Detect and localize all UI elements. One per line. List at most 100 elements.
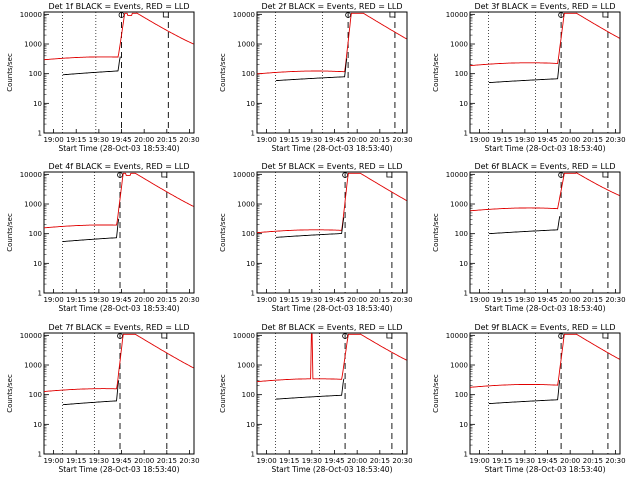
panel-title: Det 5f BLACK = Events, RED = LLD xyxy=(261,162,402,171)
marker-bracket xyxy=(161,333,167,339)
x-tick-label: 19:30 xyxy=(515,296,535,304)
lld-series-line xyxy=(256,172,407,234)
y-axis-label: Counts/sec xyxy=(432,53,440,92)
y-tick-label: 1 xyxy=(464,130,468,138)
panel-title: Det 1f BLACK = Events, RED = LLD xyxy=(48,2,189,11)
x-tick-label: 19:00 xyxy=(469,457,489,465)
x-tick-label: 19:15 xyxy=(492,296,512,304)
x-tick-label: 19:45 xyxy=(111,296,131,304)
x-tick-label: 19:00 xyxy=(256,136,276,144)
plot-frame xyxy=(43,11,195,134)
x-tick-label: 20:00 xyxy=(134,457,154,465)
marker-circle xyxy=(345,12,352,18)
y-tick-label: 100 xyxy=(29,230,42,238)
x-tick-label: 19:45 xyxy=(324,136,344,144)
events-series-line xyxy=(275,217,345,238)
y-tick-label: 1000 xyxy=(450,41,468,49)
x-axis-label: Start Time (28-Oct-03 18:53:40) xyxy=(271,304,392,313)
marker-bracket xyxy=(161,172,167,178)
y-tick-label: 10000 xyxy=(20,332,42,340)
x-tick-label: 19:15 xyxy=(492,136,512,144)
x-tick-label: 20:15 xyxy=(157,296,177,304)
y-axis-label: Counts/sec xyxy=(432,213,440,252)
x-axis-label: Start Time (28-Oct-03 18:53:40) xyxy=(271,465,392,474)
y-tick-label: 1000 xyxy=(237,201,255,209)
y-tick-label: 1000 xyxy=(450,201,468,209)
x-axis-label: Start Time (28-Oct-03 18:53:40) xyxy=(58,144,179,153)
x-tick-label: 20:30 xyxy=(179,457,199,465)
y-tick-label: 10 xyxy=(459,260,468,268)
y-tick-label: 1000 xyxy=(24,41,42,49)
y-tick-label: 1000 xyxy=(24,362,42,370)
lld-series-line xyxy=(470,172,620,212)
x-tick-label: 20:30 xyxy=(392,457,412,465)
y-tick-label: 100 xyxy=(242,70,255,78)
lld-series-line xyxy=(256,12,407,75)
y-tick-label: 10000 xyxy=(233,11,255,19)
marker-bracket xyxy=(162,12,169,18)
x-tick-label: 20:15 xyxy=(370,136,390,144)
y-tick-label: 10000 xyxy=(446,11,468,19)
y-axis-label: Counts/sec xyxy=(6,213,14,252)
marker-bracket xyxy=(602,172,608,178)
x-tick-label: 19:15 xyxy=(279,457,299,465)
y-axis-label: Counts/sec xyxy=(6,53,14,92)
x-tick-label: 19:30 xyxy=(515,457,535,465)
y-tick-label: 10 xyxy=(246,100,255,108)
x-tick-label: 20:00 xyxy=(347,457,367,465)
x-tick-label: 19:45 xyxy=(324,457,344,465)
y-tick-label: 10000 xyxy=(20,11,42,19)
y-tick-label: 1 xyxy=(251,130,255,138)
x-tick-label: 19:00 xyxy=(256,296,276,304)
x-tick-label: 20:15 xyxy=(583,457,603,465)
x-tick-label: 19:15 xyxy=(279,296,299,304)
x-tick-label: 19:30 xyxy=(302,136,322,144)
plot-frame xyxy=(256,332,408,455)
y-tick-label: 10 xyxy=(33,100,42,108)
panel-title: Det 4f BLACK = Events, RED = LLD xyxy=(48,162,189,171)
marker-bracket xyxy=(389,12,395,18)
lld-series-line xyxy=(44,333,194,392)
x-tick-label: 19:45 xyxy=(537,457,557,465)
x-axis-label: Start Time (28-Oct-03 18:53:40) xyxy=(271,144,392,153)
x-tick-label: 20:30 xyxy=(605,457,625,465)
x-axis-label: Start Time (28-Oct-03 18:53:40) xyxy=(58,465,179,474)
events-series-line xyxy=(275,378,345,400)
x-tick-label: 20:30 xyxy=(392,136,412,144)
x-tick-label: 20:15 xyxy=(583,136,603,144)
marker-circle xyxy=(117,333,123,339)
y-tick-label: 1000 xyxy=(237,362,255,370)
y-tick-label: 10 xyxy=(459,421,468,429)
x-tick-label: 19:00 xyxy=(469,136,489,144)
y-tick-label: 10 xyxy=(33,421,42,429)
y-tick-label: 10 xyxy=(33,260,42,268)
marker-circle xyxy=(342,333,348,339)
y-tick-label: 1 xyxy=(38,451,42,459)
x-axis-label: Start Time (28-Oct-03 18:53:40) xyxy=(484,304,605,313)
plot-frame xyxy=(469,171,621,294)
marker-circle xyxy=(117,172,123,178)
marker-bracket xyxy=(602,12,608,18)
x-tick-label: 19:30 xyxy=(515,136,535,144)
marker-bracket xyxy=(602,333,608,339)
x-tick-label: 20:00 xyxy=(347,136,367,144)
x-tick-label: 20:15 xyxy=(370,296,390,304)
x-tick-label: 20:00 xyxy=(347,296,367,304)
y-tick-label: 1 xyxy=(38,130,42,138)
panel-title: Det 9f BLACK = Events, RED = LLD xyxy=(474,323,615,332)
x-axis-label: Start Time (28-Oct-03 18:53:40) xyxy=(58,304,179,313)
x-tick-label: 19:00 xyxy=(43,457,63,465)
events-series-line xyxy=(488,216,561,235)
lld-series-line xyxy=(44,12,194,61)
y-tick-label: 100 xyxy=(29,70,42,78)
x-tick-label: 20:00 xyxy=(560,296,580,304)
events-series-line xyxy=(62,218,120,243)
x-tick-label: 20:30 xyxy=(179,296,199,304)
x-tick-label: 20:15 xyxy=(583,296,603,304)
x-axis-label: Start Time (28-Oct-03 18:53:40) xyxy=(484,144,605,153)
y-tick-label: 10000 xyxy=(20,171,42,179)
y-tick-label: 1 xyxy=(251,451,255,459)
x-tick-label: 20:30 xyxy=(605,136,625,144)
panel-title: Det 3f BLACK = Events, RED = LLD xyxy=(474,2,615,11)
